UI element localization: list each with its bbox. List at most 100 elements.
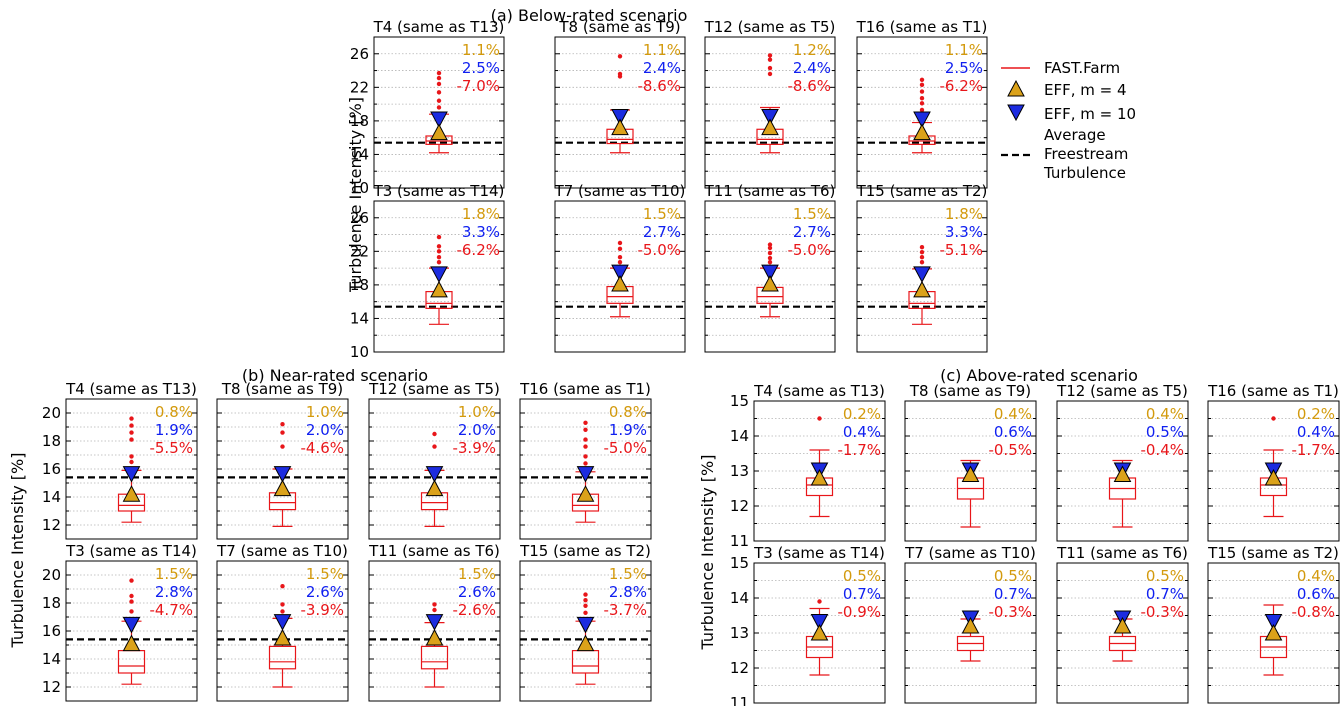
pct-error-label: -6.2% [456, 241, 500, 259]
outlier-point [280, 444, 285, 449]
panel-title: T15 (same as T2) [519, 542, 651, 560]
panel-2: T8 (same as T9) 1.0%2.0%-4.6% [216, 380, 349, 540]
pct-error-label: -4.7% [149, 601, 193, 619]
pct-eff-m4-label: 1.5% [155, 565, 193, 583]
panel-title: T3 (same as T14) [65, 542, 197, 560]
panel-title: T15 (same as T2) [1207, 544, 1339, 562]
eff-m10-marker [430, 266, 448, 283]
panel-title: T8 (same as T9) [558, 18, 680, 36]
eff-m4-marker [122, 634, 141, 652]
y-tick-label: 12 [730, 659, 749, 677]
legend-fastfarm-label: FAST.Farm [1044, 59, 1120, 77]
pct-eff-m4-label: 1.2% [793, 41, 831, 59]
pct-eff-m10-label: 0.4% [1297, 423, 1335, 441]
pct-error-label: -3.7% [603, 601, 647, 619]
pct-error-label: -8.6% [637, 77, 681, 95]
legend-freestream-label-2: Freestream [1044, 145, 1128, 163]
y-tick-label: 18 [42, 594, 61, 612]
scenario-1: (b) Near-rated scenario Turbulence Intens… [8, 366, 652, 702]
legend-freestream-label-1: Average [1044, 126, 1106, 144]
eff-m10-marker [425, 466, 444, 483]
outlier-point [436, 255, 442, 260]
pct-eff-m10-label: 2.4% [793, 59, 831, 77]
pct-error-label: -1.7% [1291, 441, 1335, 459]
pct-eff-m4-label: 0.2% [1297, 405, 1335, 423]
panel-frame [704, 200, 836, 353]
pct-eff-m4-label: 0.8% [609, 403, 647, 421]
box-iqr [268, 645, 297, 670]
outlier-point [436, 90, 442, 95]
pct-error-label: -0.4% [1140, 441, 1184, 459]
eff-m10-marker [430, 111, 448, 129]
outlier-point [129, 454, 134, 459]
scenario-2: (c) Above-rated scenario Turbulence Inten… [698, 366, 1340, 706]
outlier-point [280, 609, 285, 614]
outlier-point [280, 584, 285, 589]
y-tick-label: 16 [42, 460, 61, 478]
pct-error-label: -5.1% [939, 241, 983, 259]
legend-eff-m10-marker [1007, 104, 1025, 122]
outlier-point [436, 234, 442, 240]
y-tick-label: 20 [42, 404, 61, 422]
eff-m10-marker [913, 111, 931, 129]
outlier-point [767, 71, 773, 77]
outlier-point [436, 75, 442, 81]
panel-3: T12 (same as T5) 0.4%0.5%-0.4% [1056, 382, 1189, 542]
panel-7: T11 (same as T6) 0.5%0.7%-0.3% [1056, 544, 1189, 704]
pct-eff-m4-label: 0.5% [994, 567, 1032, 585]
panel-title: T7 (same as T10) [904, 544, 1036, 562]
y-tick-label: 12 [42, 678, 61, 696]
outlier-point [767, 245, 773, 251]
outlier-point [617, 54, 623, 59]
panel-title: T11 (same as T6) [704, 182, 836, 200]
panel-title: T15 (same as T2) [856, 182, 988, 200]
outlier-point [583, 444, 588, 449]
pct-eff-m4-label: 1.5% [643, 205, 681, 223]
eff-m4-marker [425, 628, 444, 646]
eff-m10-marker [810, 614, 829, 631]
outlier-point [919, 82, 925, 88]
eff-m10-marker [273, 614, 292, 631]
eff-m4-marker [611, 118, 629, 136]
y-tick-label: 18 [42, 432, 61, 450]
pct-eff-m10-label: 2.6% [458, 583, 496, 601]
pct-eff-m4-label: 1.5% [609, 565, 647, 583]
y-tick-label: 10 [350, 179, 369, 197]
pct-eff-m10-label: 2.7% [643, 223, 681, 241]
eff-m10-marker [611, 264, 629, 282]
pct-eff-m4-label: 1.1% [945, 41, 983, 59]
outlier-point [817, 416, 822, 421]
eff-m4-marker [122, 485, 141, 502]
eff-m4-marker [810, 468, 829, 486]
pct-error-label: -0.5% [988, 441, 1032, 459]
outlier-point [280, 430, 285, 435]
panel-6: T7 (same as T10) 1.5%2.7%-5.0% [554, 182, 686, 353]
outlier-point [583, 610, 588, 615]
eff-m4-marker [961, 465, 980, 482]
y-tick-label: 14 [42, 488, 61, 506]
panel-title: T12 (same as T5) [1056, 382, 1188, 400]
pct-error-label: -8.6% [787, 77, 831, 95]
pct-eff-m10-label: 2.0% [306, 421, 344, 439]
panel-title: T16 (same as T1) [1207, 382, 1339, 400]
pct-error-label: -1.7% [837, 441, 881, 459]
pct-error-label: -5.0% [603, 439, 647, 457]
outlier-point [436, 260, 442, 265]
outlier-point [919, 107, 925, 113]
eff-m4-marker [1113, 616, 1132, 634]
pct-eff-m4-label: 0.4% [1146, 405, 1184, 423]
pct-eff-m10-label: 0.7% [994, 585, 1032, 603]
eff-m4-marker [273, 479, 292, 497]
outlier-point [436, 105, 442, 110]
outlier-point [617, 255, 623, 260]
y-axis-label: Turbulence Intensity [%] [8, 453, 27, 649]
pct-eff-m10-label: 0.7% [1146, 585, 1184, 603]
outlier-point [129, 437, 134, 442]
eff-m4-marker [1264, 623, 1283, 641]
eff-m10-marker [761, 264, 779, 282]
eff-m4-marker [1113, 465, 1132, 482]
